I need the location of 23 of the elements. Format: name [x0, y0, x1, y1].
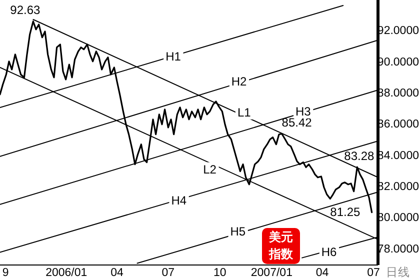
- y-tick-label: 78.0000: [377, 243, 419, 256]
- annotation: H3: [294, 104, 314, 118]
- x-axis-title: 日线: [386, 266, 410, 279]
- annotation: 83.28: [344, 149, 374, 164]
- x-tick-label: 9: [2, 267, 9, 279]
- x-tick-label: 04: [316, 267, 330, 279]
- annotation: H2: [229, 74, 250, 89]
- annotation: H4: [169, 193, 189, 208]
- x-tick-label: 04: [110, 267, 124, 279]
- annotation: 85.42: [282, 116, 312, 130]
- annotation: H5: [228, 224, 248, 238]
- x-tick-label: 10: [214, 267, 226, 279]
- x-tick-label: 07: [162, 267, 175, 279]
- annotation: L2: [201, 162, 219, 176]
- x-tick-label: 07: [367, 267, 380, 279]
- badge: 美元指数: [262, 228, 300, 264]
- annotation: 81.25: [330, 204, 360, 219]
- x-tick-label: 2007/01: [250, 267, 292, 279]
- annotation: H6: [319, 245, 340, 260]
- annotation: 92.63: [10, 3, 40, 17]
- annotation: L1: [235, 105, 254, 120]
- x-tick-label: 2006/01: [46, 267, 88, 279]
- annotation: 美元指数: [268, 230, 294, 261]
